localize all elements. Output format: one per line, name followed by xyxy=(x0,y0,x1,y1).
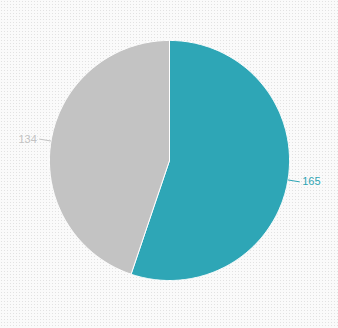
svg-text:134: 134 xyxy=(18,133,36,145)
svg-text:165: 165 xyxy=(302,175,320,187)
